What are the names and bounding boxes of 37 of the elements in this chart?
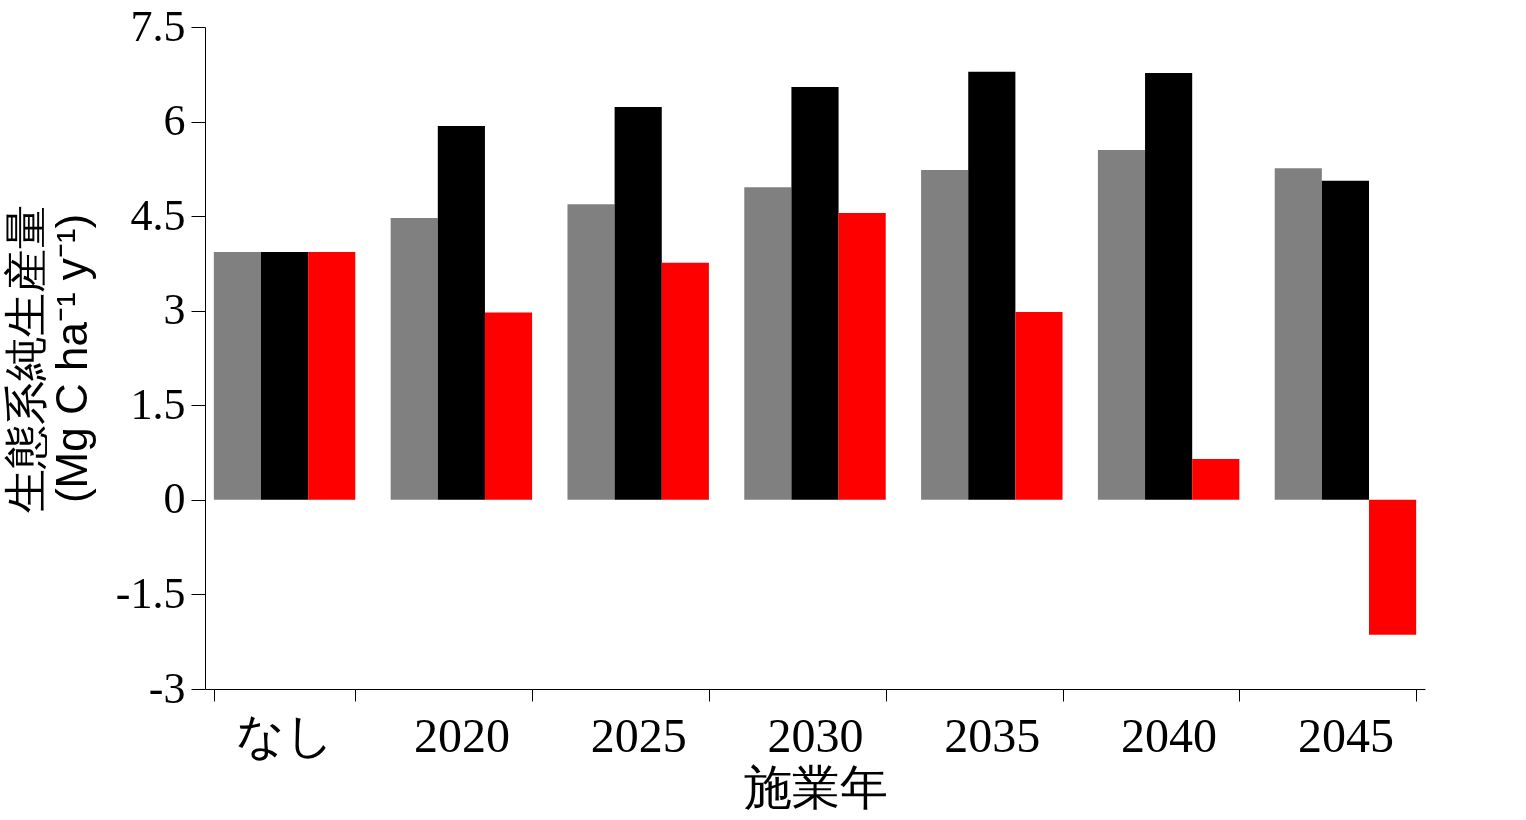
bar xyxy=(1145,73,1193,500)
bar xyxy=(308,252,356,500)
bar xyxy=(1321,180,1370,500)
bar xyxy=(1369,499,1417,635)
bar xyxy=(390,218,438,500)
bar xyxy=(484,312,533,500)
y-tick-label: -3 xyxy=(148,663,186,713)
y-tick-label: -1.5 xyxy=(115,568,186,618)
x-axis-title: 施業年 xyxy=(743,760,888,814)
y-tick-label: 6 xyxy=(163,96,186,146)
y-tick-label: 4.5 xyxy=(130,190,186,240)
x-tick-label: 2035 xyxy=(944,708,1041,762)
bar xyxy=(791,86,839,500)
bar xyxy=(437,125,485,500)
bar xyxy=(1274,168,1322,500)
x-tick-label: なし xyxy=(236,708,335,762)
bar xyxy=(614,107,662,500)
bar xyxy=(838,212,886,500)
bar xyxy=(213,252,261,500)
bar xyxy=(921,170,969,500)
bar xyxy=(661,262,709,500)
x-tick-label: 2030 xyxy=(767,708,864,762)
y-tick-label: 1.5 xyxy=(130,379,186,429)
bar xyxy=(1192,458,1240,500)
x-tick-label: 2045 xyxy=(1297,708,1394,762)
bar xyxy=(1097,149,1146,500)
x-tick-label: 2025 xyxy=(590,708,687,762)
bar xyxy=(260,252,309,500)
bar xyxy=(744,187,792,500)
y-tick-label: 0 xyxy=(163,474,186,524)
bar xyxy=(567,204,615,500)
x-tick-label: 2040 xyxy=(1121,708,1218,762)
bar xyxy=(1015,311,1063,500)
bar xyxy=(968,71,1016,500)
y-tick-label: 3 xyxy=(163,285,186,335)
y-tick-label: 7.5 xyxy=(130,1,186,51)
x-tick-label: 2020 xyxy=(413,708,510,762)
